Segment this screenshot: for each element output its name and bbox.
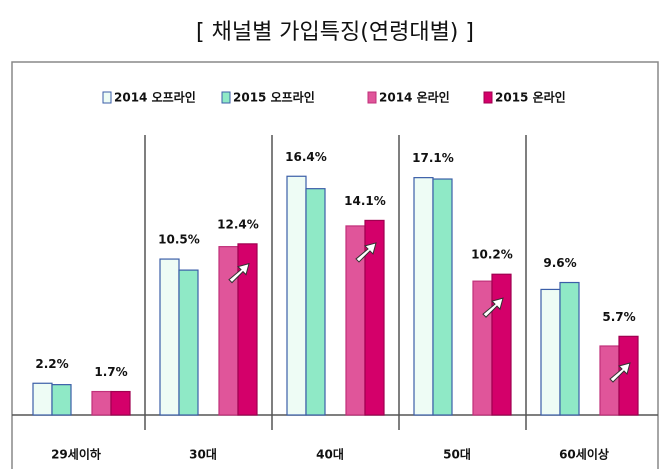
bar <box>51 384 72 416</box>
bar <box>110 390 131 416</box>
bar <box>472 280 493 416</box>
value-label: 17.1% <box>412 151 454 165</box>
bar <box>540 288 561 416</box>
bar <box>599 345 620 416</box>
bar <box>218 246 239 416</box>
value-label: 10.2% <box>471 248 513 262</box>
bar <box>413 177 434 416</box>
value-label: 1.7% <box>94 365 127 379</box>
legend-swatch <box>483 91 493 104</box>
x-tick-label: 30대 <box>189 448 217 462</box>
bar <box>32 382 53 416</box>
legend-swatch <box>102 91 112 104</box>
bar <box>559 281 580 416</box>
legend-label: 2014 온라인 <box>379 90 450 105</box>
arrow-icon <box>609 362 631 383</box>
bar <box>91 390 112 416</box>
arrow-icon <box>355 242 377 263</box>
value-label: 10.5% <box>158 233 200 247</box>
legend-label: 2014 오프라인 <box>114 90 196 105</box>
value-label: 12.4% <box>217 217 259 231</box>
arrow-icon <box>482 297 504 318</box>
x-tick-label: 60세이상 <box>559 447 609 462</box>
bar <box>491 273 512 416</box>
bar <box>618 335 639 416</box>
value-label: 16.4% <box>285 150 327 164</box>
chart-title: [ 채널별 가입특징(연령대별) ] <box>196 20 474 45</box>
value-label: 14.1% <box>344 194 386 208</box>
bar <box>432 178 453 416</box>
value-label: 2.2% <box>35 357 68 371</box>
legend-swatch <box>367 91 377 104</box>
x-tick-label: 29세이하 <box>51 447 101 462</box>
legend-label: 2015 온라인 <box>495 90 566 105</box>
legend-swatch <box>221 91 231 104</box>
x-tick-label: 50대 <box>443 448 471 462</box>
legend-label: 2015 오프라인 <box>233 90 315 105</box>
bar <box>286 175 307 416</box>
bar <box>237 243 258 416</box>
value-label: 5.7% <box>602 310 635 324</box>
x-tick-label: 40대 <box>316 448 344 462</box>
bar <box>159 258 180 416</box>
chart-frame <box>11 61 659 469</box>
arrow-icon <box>228 262 250 284</box>
bar <box>178 269 199 416</box>
bar <box>364 219 385 416</box>
value-label: 9.6% <box>543 256 576 270</box>
bar <box>305 188 326 416</box>
